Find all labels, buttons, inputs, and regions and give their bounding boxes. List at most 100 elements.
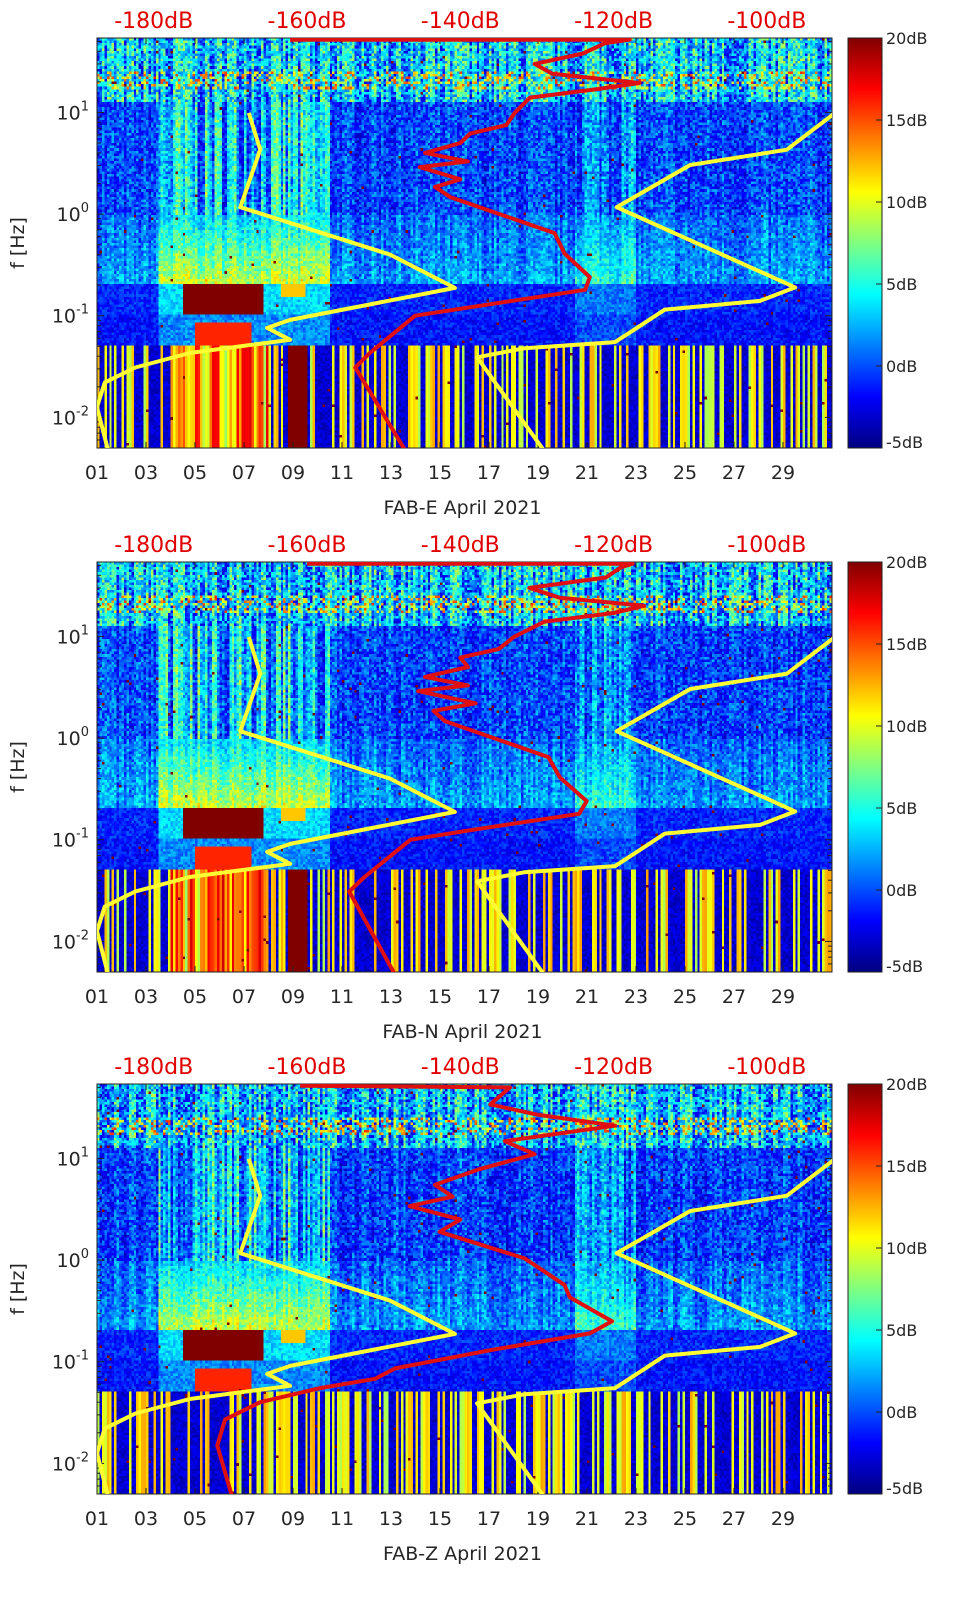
colorbar [847,37,883,449]
psd-curve [290,38,642,448]
db-axis-label: -120dB [574,9,653,34]
y-tick-label: 10-1 [52,303,89,328]
y-axis-label: f [Hz] [7,217,29,269]
db-axis-label: -160dB [268,9,347,34]
x-tick-label: 09 [281,462,305,484]
x-axis-label: FAB-N April 2021 [382,1021,542,1043]
x-tick-label: 05 [183,462,207,484]
colorbar-tick-label: 5dB [886,275,917,294]
db-axis-label: -180dB [114,533,193,558]
x-tick-label: 21 [575,1508,599,1530]
spectrogram-image [97,38,832,448]
colorbar [847,1083,883,1495]
x-tick-label: 19 [526,986,550,1008]
spectrogram-image [97,562,832,972]
colorbar-tick-label: 5dB [886,1321,917,1340]
spectrogram-image [97,1084,832,1494]
x-axis-label: FAB-E April 2021 [384,497,542,519]
x-tick-label: 15 [428,1508,452,1530]
colorbar-tick-label: 20dB [886,29,928,48]
psd-curve [307,562,647,972]
x-tick-label: 07 [232,462,256,484]
x-tick-label: 07 [232,986,256,1008]
x-tick-label: 13 [379,462,403,484]
nhnm-curve [475,112,832,448]
x-tick-label: 29 [771,1508,795,1530]
colorbar-tick-label: 20dB [886,553,928,572]
x-tick-label: 01 [85,986,109,1008]
y-tick-label: 10-2 [52,1450,89,1475]
colorbar-tick-label: 10dB [886,717,928,736]
plot-frame [96,1083,833,1495]
db-axis-label: -160dB [268,1055,347,1080]
x-tick-label: 29 [771,986,795,1008]
x-tick-label: 05 [183,1508,207,1530]
nhnm-curve [475,1158,832,1494]
y-axis-label: f [Hz] [7,1263,29,1315]
x-tick-label: 25 [673,1508,697,1530]
y-tick-label: 101 [57,99,89,124]
x-tick-label: 03 [134,986,158,1008]
nhnm-curve [475,636,832,972]
colorbar-tick-label: 10dB [886,193,928,212]
y-tick-label: 10-2 [52,928,89,953]
nlnm-curve [97,1158,457,1494]
db-axis-label: -180dB [114,1055,193,1080]
colorbar-tick-label: 0dB [886,881,917,900]
db-axis-label: -140dB [421,9,500,34]
y-tick-label: 10-1 [52,1349,89,1374]
axes: 01 03 05 07 09 11 13 15 17 19 21 23 25 27 29 FAB-Z Apri… [7,1055,928,1565]
db-axis-label: -100dB [727,9,806,34]
colorbar [847,561,883,973]
x-tick-label: 27 [722,1508,746,1530]
psd-curve [215,1084,618,1494]
x-tick-label: 09 [281,1508,305,1530]
x-tick-label: 27 [722,462,746,484]
x-tick-label: 25 [673,462,697,484]
x-tick-label: 21 [575,462,599,484]
x-tick-label: 29 [771,462,795,484]
db-axis-label: -140dB [421,1055,500,1080]
colorbar-tick-label: 20dB [886,1075,928,1094]
colorbar-tick-label: 10dB [886,1239,928,1258]
x-tick-label: 17 [477,462,501,484]
x-tick-label: 01 [85,1508,109,1530]
y-tick-label: 100 [57,725,89,750]
y-tick-label: 100 [57,201,89,226]
axes: 01 03 05 07 09 11 13 15 17 19 21 23 25 27 29 FAB-N Apri… [7,533,928,1043]
x-tick-label: 13 [379,986,403,1008]
colorbar-tick-label: -5dB [886,1479,923,1498]
x-tick-label: 05 [183,986,207,1008]
colorbar-tick-label: 0dB [886,357,917,376]
x-tick-label: 03 [134,1508,158,1530]
y-tick-label: 101 [57,1145,89,1170]
y-tick-label: 100 [57,1247,89,1272]
x-tick-label: 15 [428,986,452,1008]
db-axis-label: -160dB [268,533,347,558]
y-tick-label: 101 [57,623,89,648]
x-tick-label: 23 [624,986,648,1008]
x-tick-label: 23 [624,1508,648,1530]
x-tick-label: 01 [85,462,109,484]
x-tick-label: 21 [575,986,599,1008]
x-tick-label: 09 [281,986,305,1008]
x-tick-label: 11 [330,986,354,1008]
colorbar-tick-label: 15dB [886,111,928,130]
y-tick-label: 10-2 [52,404,89,429]
db-axis-label: -140dB [421,533,500,558]
x-tick-label: 17 [477,986,501,1008]
x-tick-label: 03 [134,462,158,484]
x-tick-label: 19 [526,462,550,484]
x-tick-label: 19 [526,1508,550,1530]
db-axis-label: -100dB [727,1055,806,1080]
x-tick-label: 11 [330,1508,354,1530]
x-axis-label: FAB-Z April 2021 [383,1543,542,1565]
x-tick-label: 27 [722,986,746,1008]
colorbar-tick-label: -5dB [886,957,923,976]
db-axis-label: -100dB [727,533,806,558]
db-axis-label: -120dB [574,533,653,558]
